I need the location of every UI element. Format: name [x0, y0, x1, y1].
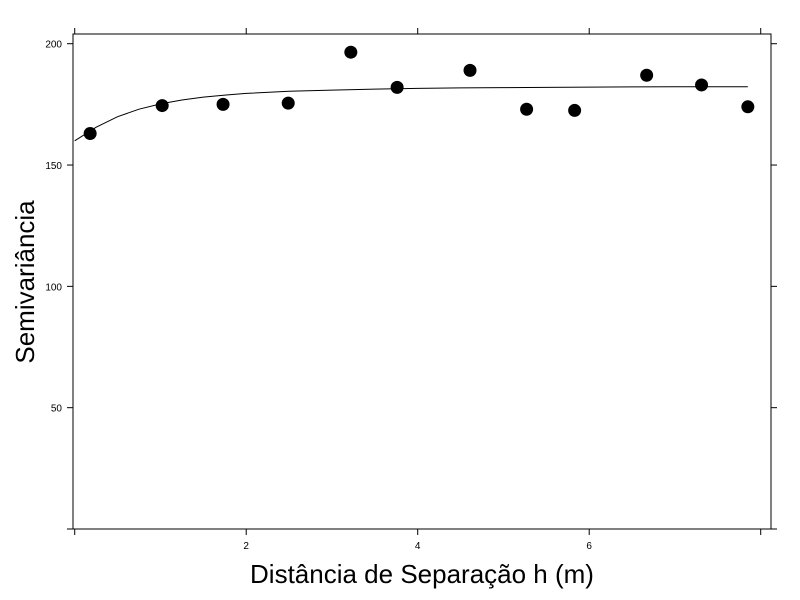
- y-tick-label: 50: [51, 404, 63, 415]
- y-axis-title: Semivariância: [10, 200, 40, 364]
- x-axis: 2 4 6: [74, 28, 762, 552]
- data-point: [640, 68, 654, 82]
- x-axis-title: Distância de Separação h (m): [250, 559, 594, 589]
- data-point: [568, 103, 582, 117]
- y-tick-label: 150: [45, 161, 62, 172]
- data-points: [83, 45, 755, 140]
- fitted-model-curve: [74, 86, 748, 142]
- plot-frame: [72, 33, 772, 530]
- data-point: [216, 97, 230, 111]
- x-tick-label: 4: [415, 541, 421, 552]
- data-point: [390, 80, 404, 94]
- x-tick-label: 6: [586, 541, 592, 552]
- data-point: [695, 78, 709, 92]
- x-tick-label: 2: [243, 541, 249, 552]
- y-tick-label: 100: [45, 282, 62, 293]
- data-point: [344, 45, 358, 59]
- y-axis: 50 100 150 200: [45, 40, 777, 530]
- data-point: [83, 126, 97, 140]
- data-point: [520, 102, 534, 116]
- data-point: [741, 100, 755, 114]
- data-point: [281, 96, 295, 110]
- data-point: [463, 63, 477, 77]
- data-point: [155, 99, 169, 113]
- y-tick-label: 200: [45, 40, 62, 51]
